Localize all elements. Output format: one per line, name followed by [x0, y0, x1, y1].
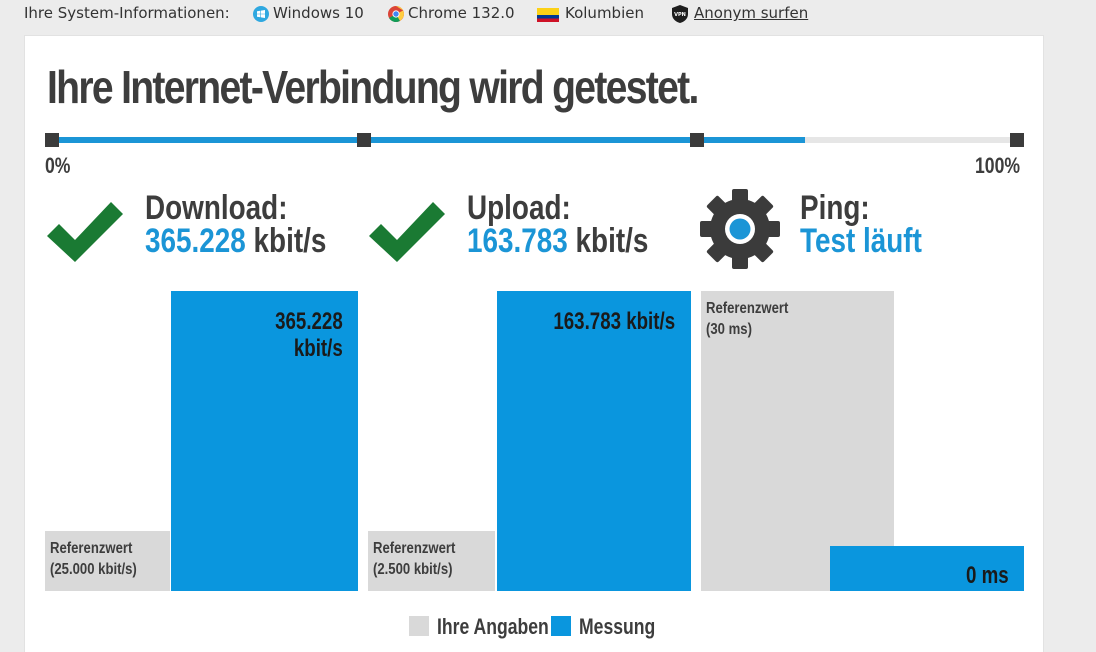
download-check-icon: [47, 202, 123, 262]
system-info-label: Ihre System-Informationen:: [24, 4, 230, 22]
speedtest-card: Ihre Internet-Verbindung wird getestet. …: [24, 35, 1044, 652]
upload-reference-line2: (2.500 kbit/s): [373, 561, 453, 578]
svg-text:VPN: VPN: [674, 12, 686, 18]
ping-reference-line1: Referenzwert: [706, 300, 789, 317]
progress-start-label: 0%: [45, 153, 71, 178]
download-label: Download:: [145, 189, 288, 227]
ping-reference-line2: (30 ms): [706, 321, 752, 338]
chrome-icon: [388, 6, 404, 22]
ping-measured-text: 0 ms: [966, 562, 1009, 589]
upload-value-unit: kbit/s: [575, 222, 649, 260]
upload-measured-text: 163.783 kbit/s: [553, 308, 675, 335]
ping-label: Ping:: [800, 189, 870, 227]
ping-measured-bar: [830, 546, 1024, 591]
upload-reference-text: Referenzwert (2.500 kbit/s): [373, 538, 455, 580]
os-name: Windows 10: [273, 4, 364, 22]
ping-reference-bar: [701, 291, 894, 591]
download-measured-text: 365.228 kbit/s: [275, 308, 343, 362]
download-reference-line1: Referenzwert: [50, 540, 133, 557]
anonymous-surf-link[interactable]: Anonym surfen: [694, 4, 809, 22]
legend-yours-label: Ihre Angaben: [437, 614, 549, 639]
download-reference-line2: (25.000 kbit/s): [50, 561, 137, 578]
upload-reference-line1: Referenzwert: [373, 540, 456, 557]
legend-yours-swatch: [409, 616, 429, 636]
progress-marker-end: [1010, 133, 1024, 147]
download-measured-bar: [171, 291, 358, 591]
progress-marker-start: [45, 133, 59, 147]
upload-label: Upload:: [467, 189, 571, 227]
page-title: Ihre Internet-Verbindung wird getestet.: [47, 61, 699, 113]
download-reference-text: Referenzwert (25.000 kbit/s): [50, 538, 137, 580]
upload-check-icon: [369, 202, 445, 262]
download-reference-bar: [45, 531, 170, 591]
progress-end-label: 100%: [975, 153, 1021, 178]
windows-icon: [253, 6, 269, 22]
progress-fill: [50, 137, 806, 143]
ping-gear-icon: [700, 189, 780, 269]
upload-value-number: 163.783: [467, 222, 568, 260]
ping-reference-text: Referenzwert (30 ms): [706, 298, 788, 340]
system-info-bar: Ihre System-Informationen: Windows 10 Ch…: [0, 0, 1096, 30]
upload-measured-bar: [497, 291, 691, 591]
ping-status: Test läuft: [800, 222, 922, 260]
progress-track: [50, 137, 1018, 143]
browser-name: Chrome 132.0: [408, 4, 515, 22]
country-name: Kolumbien: [565, 4, 644, 22]
upload-reference-bar: [368, 531, 495, 591]
download-value-unit: kbit/s: [253, 222, 327, 260]
upload-value: 163.783 kbit/s: [467, 222, 648, 261]
legend-measured-label: Messung: [579, 614, 656, 639]
progress-marker-upload: [690, 133, 704, 147]
vpn-icon: VPN: [672, 5, 688, 23]
legend-measured-swatch: [551, 616, 571, 636]
download-measured-line1: 365.228: [275, 308, 343, 335]
progress-marker-download: [357, 133, 371, 147]
download-value-number: 365.228: [145, 222, 246, 260]
download-value: 365.228 kbit/s: [145, 222, 326, 261]
download-measured-line2: kbit/s: [294, 335, 343, 362]
colombia-flag-icon: [537, 8, 559, 22]
